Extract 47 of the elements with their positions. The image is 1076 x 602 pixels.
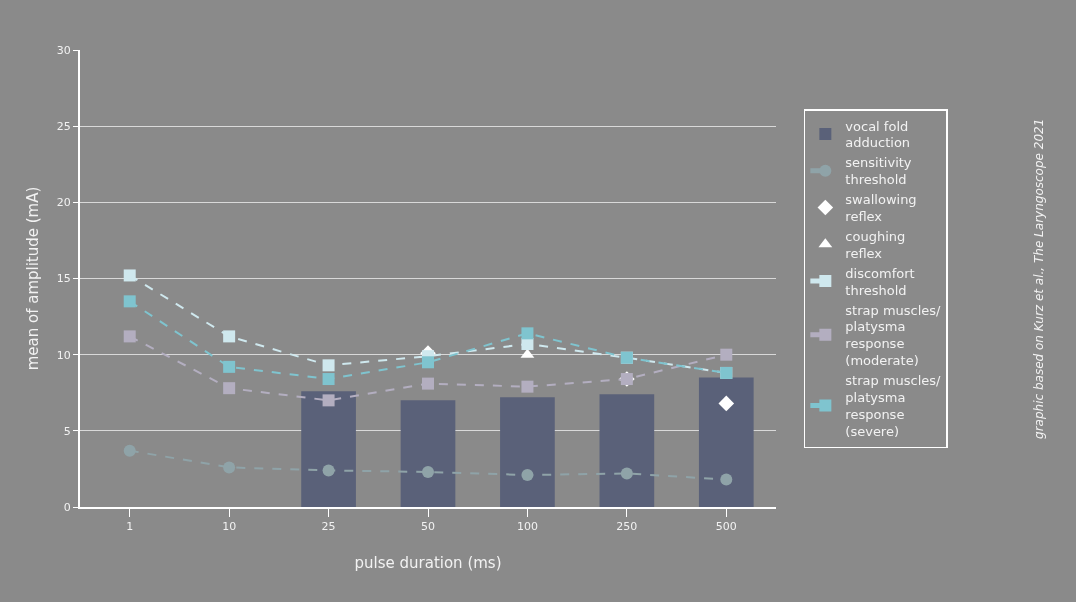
point <box>422 377 434 390</box>
legend-label: strap muscles/ platysma response (moderate) <box>845 302 942 369</box>
point <box>521 380 534 393</box>
legend-label: strap muscles/ platysma response (severe) <box>845 373 942 439</box>
y-tick-label: 30 <box>56 43 71 57</box>
x-axis-title: pulse duration (ms) <box>354 553 502 572</box>
x-tick-label: 1 <box>126 520 134 534</box>
bar <box>400 400 456 507</box>
bar <box>500 397 555 507</box>
x-tick-label: 250 <box>616 520 638 534</box>
point <box>322 464 335 477</box>
point <box>422 356 434 369</box>
point <box>521 469 534 481</box>
y-tick-label: 10 <box>56 348 71 362</box>
y-tick-label: 15 <box>56 272 71 286</box>
x-tick-label: 25 <box>321 520 336 534</box>
x-tick-label: 100 <box>516 520 538 534</box>
point <box>223 360 236 373</box>
y-axis-title: mean of amplitude (mA) <box>23 186 42 371</box>
point <box>223 330 236 343</box>
point <box>223 382 236 395</box>
x-tick-label: 50 <box>421 520 435 534</box>
y-tick-label: 25 <box>56 120 71 134</box>
point <box>322 359 335 372</box>
point <box>720 473 733 486</box>
point <box>620 467 633 480</box>
point <box>718 395 735 412</box>
point <box>123 444 136 457</box>
x-tick-label: 500 <box>715 520 737 534</box>
bar <box>301 391 356 507</box>
y-tick-label: 5 <box>63 424 71 438</box>
text: graphic based on Kurz et al., The Laryngoscope 2021 <box>1031 118 1046 439</box>
y-tick-label: 20 <box>56 196 71 210</box>
point <box>223 461 236 474</box>
point <box>322 373 335 386</box>
y-tick-label: 0 <box>63 500 71 514</box>
point <box>123 295 136 308</box>
point <box>322 394 335 407</box>
x-tick-label: 10 <box>222 520 237 534</box>
point <box>123 269 136 282</box>
point <box>521 327 534 340</box>
point <box>720 348 733 361</box>
bar <box>599 394 655 507</box>
point <box>521 338 534 350</box>
bar <box>698 377 754 507</box>
point <box>123 330 136 343</box>
point <box>422 465 434 478</box>
